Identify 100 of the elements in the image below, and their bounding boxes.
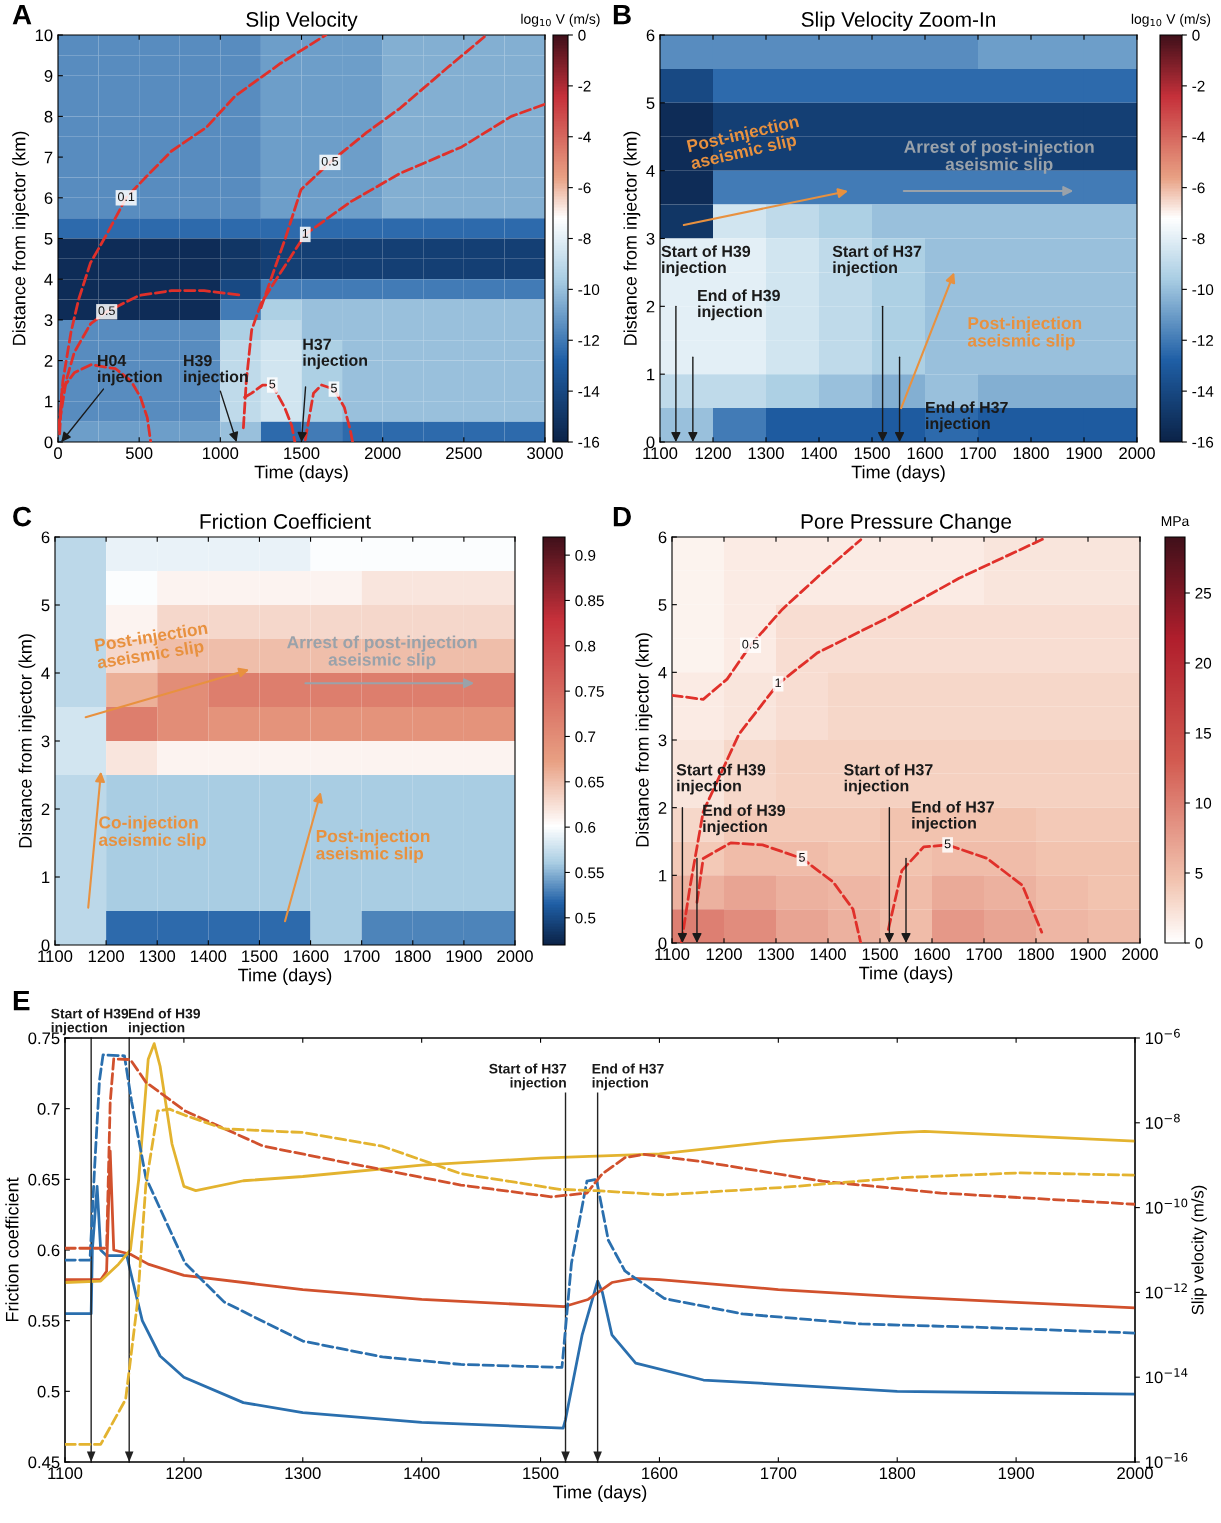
color-bar-label: 0.6 <box>575 822 596 833</box>
annotation: Arrest of post-injection aseismic slip <box>904 140 1094 174</box>
color-bar-label: 0.8 <box>575 640 596 652</box>
series-label: 5 <box>330 383 337 393</box>
y2-tick-label: 10$^{−8}$ <box>1145 1113 1180 1129</box>
y-tick-label: 1 <box>45 395 53 408</box>
x-axis-title: Time (days) <box>553 1485 647 1503</box>
x-tick-label: 1500 <box>862 948 898 961</box>
x-tick-label: 1900 <box>1070 948 1106 961</box>
y-tick-label: 5 <box>658 599 667 611</box>
annotation: H04 injection <box>98 354 162 386</box>
color-bar-title: log$_{10}$ V (m/s) <box>1131 13 1211 27</box>
x-tick-label: 1600 <box>907 447 943 460</box>
x-tick-label: 1300 <box>139 950 176 963</box>
y-tick-label: 3 <box>44 314 53 327</box>
color-bar-label: 15 <box>1195 728 1212 739</box>
y2-tick-label: 10$^{−14}$ <box>1145 1368 1188 1384</box>
color-bar-label: 10 <box>1195 797 1212 809</box>
annotation: Arrest of post-injection aseismic slip <box>287 635 477 670</box>
color-bar-label: -14 <box>1192 386 1214 397</box>
y-tick-label: 1 <box>647 368 655 381</box>
color-bar-label: -6 <box>1192 182 1205 194</box>
color-bar-label: -10 <box>1192 284 1214 296</box>
x-tick-label: 1300 <box>285 1467 321 1480</box>
y2-axis-title: Slip velocity (m/s) <box>1191 1185 1207 1315</box>
y-tick-label: 0.45 <box>28 1456 60 1469</box>
color-bar-label: -6 <box>578 182 591 194</box>
series-label: 5 <box>799 853 805 862</box>
series-label: 0.5 <box>742 639 759 649</box>
color-bar-title: log$_{10}$ V (m/s) <box>521 13 600 27</box>
y-tick-label: 4 <box>658 666 667 679</box>
x-tick-label: 2000 <box>1119 447 1155 460</box>
x-tick-label: 3000 <box>527 447 563 460</box>
x-tick-label: 1800 <box>879 1467 916 1480</box>
y-tick-label: 3 <box>41 735 50 748</box>
series-label: 1 <box>302 229 309 238</box>
x-tick-label: 1400 <box>404 1467 440 1480</box>
x-tick-label: 1700 <box>966 948 1002 961</box>
x-tick-label: 1200 <box>706 948 742 961</box>
chart-title: Slip Velocity Zoom-In <box>801 11 995 31</box>
x-tick-label: 1800 <box>395 950 431 963</box>
text: C <box>13 506 32 527</box>
ref-line-label: End of H37 injection <box>592 1063 664 1091</box>
annotation: End of H39 injection <box>698 289 780 321</box>
x-tick-label: 1900 <box>1066 447 1102 460</box>
series-label: 5 <box>269 379 276 389</box>
y-tick-label: 0 <box>646 436 655 449</box>
x-tick-label: 500 <box>125 447 153 460</box>
x-tick-label: 1200 <box>695 447 731 460</box>
x-tick-label: 1900 <box>998 1467 1034 1480</box>
color-bar-label: 25 <box>1195 587 1212 599</box>
y-tick-label: 5 <box>41 599 50 612</box>
x-tick-label: 1600 <box>914 948 950 961</box>
x-tick-label: 1500 <box>284 447 320 460</box>
x-tick-label: 1700 <box>761 1467 797 1480</box>
x-tick-label: 1500 <box>523 1467 559 1480</box>
color-bar-label: -2 <box>1192 80 1205 92</box>
x-tick-label: 1700 <box>344 950 380 963</box>
y-tick-label: 0.55 <box>28 1315 60 1327</box>
color-bar-label: -8 <box>1192 233 1205 245</box>
y-tick-label: 2 <box>658 802 667 814</box>
annotation: Start of H37 injection <box>844 763 933 795</box>
x-tick-label: 2000 <box>1122 948 1158 961</box>
color-bar-label: -14 <box>578 386 600 397</box>
x-tick-label: 2500 <box>446 447 482 460</box>
series-label: 0.1 <box>117 192 135 202</box>
y-tick-label: 5 <box>646 97 655 110</box>
x-axis-title: Time (days) <box>859 966 953 984</box>
color-bar-label: -12 <box>578 335 600 346</box>
x-tick-label: 2000 <box>364 447 401 460</box>
annotation: Post-injection aseismic slip <box>316 829 430 864</box>
color-bar-label: -12 <box>1192 335 1214 346</box>
text: B <box>613 5 631 25</box>
color-bar-label: 0 <box>578 29 586 41</box>
y-tick-label: 7 <box>44 151 53 164</box>
annotation: End of H39 injection <box>703 804 785 836</box>
y-tick-label: 10 <box>35 29 53 42</box>
x-tick-label: 1000 <box>203 447 239 460</box>
x-tick-label: 1100 <box>643 447 678 460</box>
y-tick-label: 1 <box>659 869 667 882</box>
color-bar-label: 0.7 <box>575 731 596 743</box>
y-axis-title: Distance from injector (km) <box>623 131 641 345</box>
color-bar-label: 0.65 <box>575 776 604 788</box>
color-bar-label: -10 <box>578 284 600 296</box>
x-tick-label: 1500 <box>854 447 890 460</box>
y-tick-label: 0.7 <box>37 1103 60 1115</box>
color-bar-label: -8 <box>578 233 591 245</box>
color-bar-label: 0 <box>1192 29 1200 41</box>
series-label: 0.5 <box>98 306 115 316</box>
color-bar-label: 0.5 <box>575 912 596 924</box>
annotation: Post-injection aseismic slip <box>94 621 209 673</box>
x-tick-label: 1500 <box>242 950 278 963</box>
color-bar-label: 0.75 <box>575 686 604 697</box>
y-tick-label: 8 <box>44 110 53 123</box>
x-tick-label: 1800 <box>1013 447 1049 460</box>
color-bar-label: -4 <box>578 131 591 143</box>
x-tick-label: 1800 <box>1018 948 1054 961</box>
y-axis-title: Friction coefficient <box>5 1177 19 1322</box>
color-bar-label: 0.55 <box>575 867 604 879</box>
y-tick-label: 6 <box>646 29 655 42</box>
